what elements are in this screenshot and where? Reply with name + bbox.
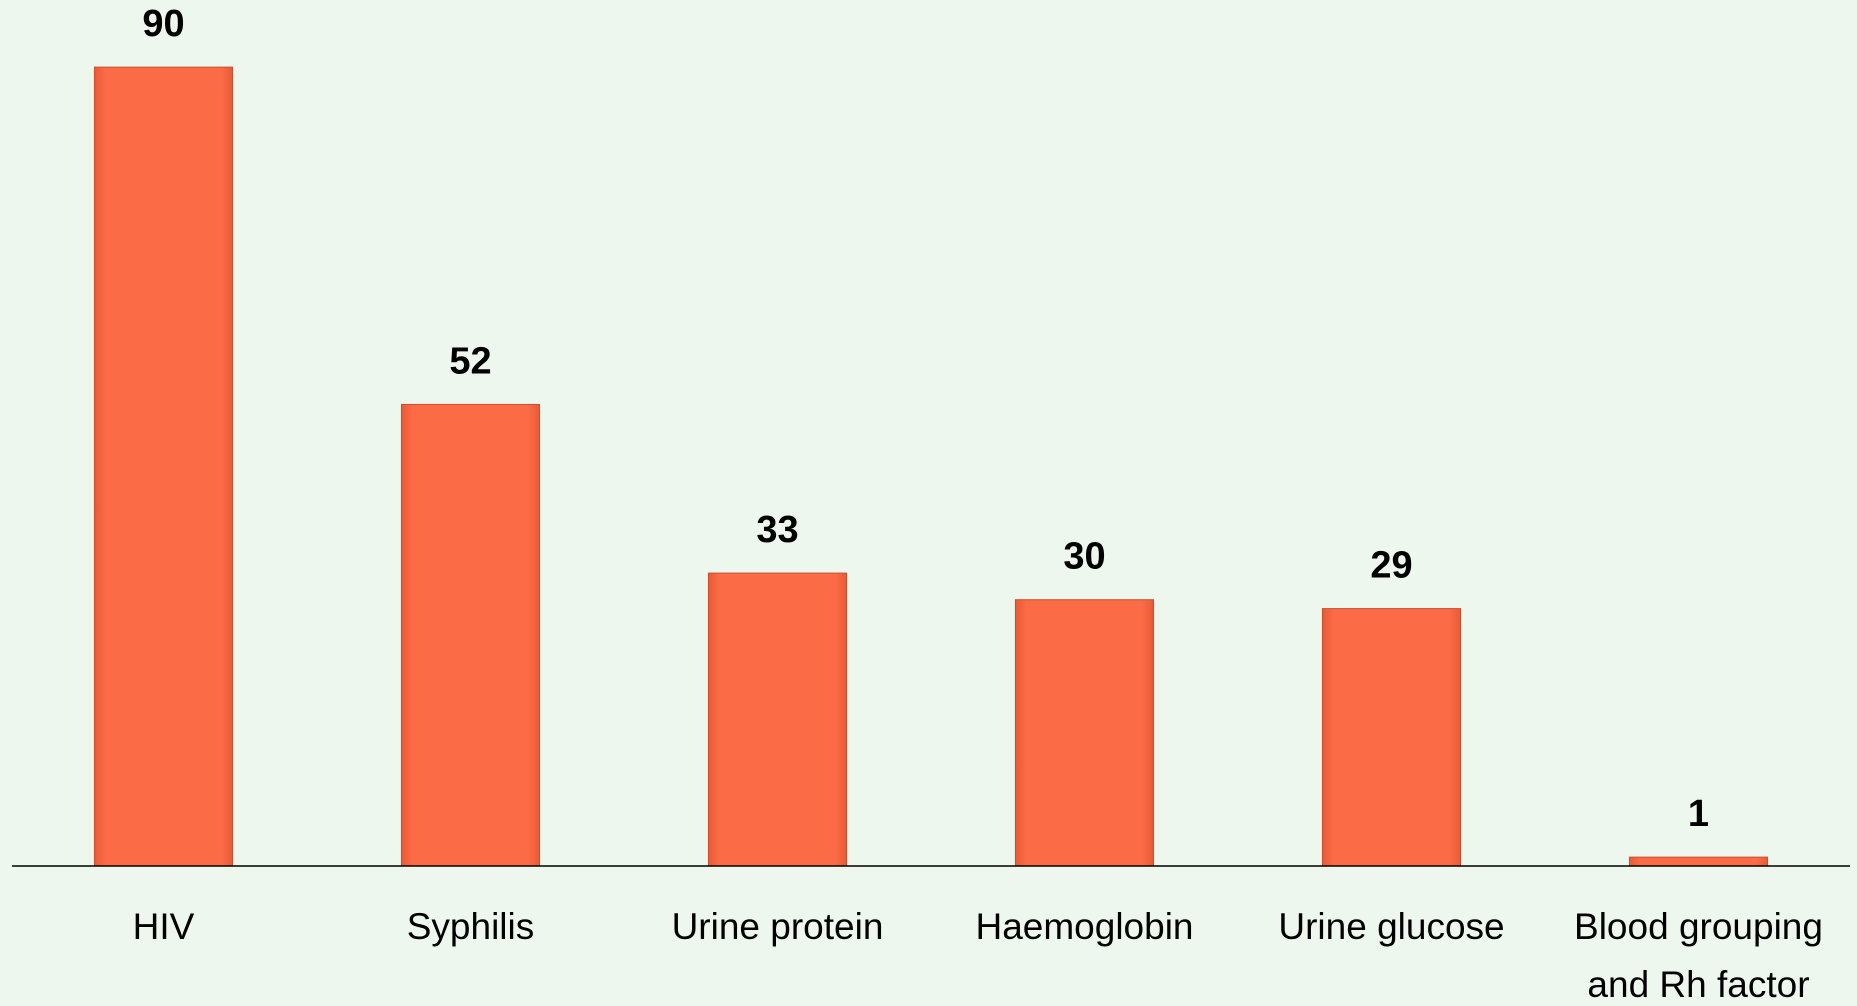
- x-tick-label: Haemoglobin: [975, 906, 1194, 947]
- x-tick-label: Blood grouping and Rh factor: [1574, 906, 1823, 1005]
- x-tick-label: Urine glucose: [1278, 906, 1505, 947]
- bar: [400, 403, 541, 867]
- x-tick-label: Urine protein: [671, 906, 884, 947]
- bar: [93, 66, 234, 867]
- data-label: 29: [1370, 545, 1412, 587]
- x-tick-label: Syphilis: [406, 906, 535, 947]
- bar: [707, 572, 848, 867]
- data-label: 90: [142, 3, 184, 45]
- data-label: 52: [449, 340, 491, 382]
- bar: [1014, 599, 1155, 867]
- data-label: 1: [1688, 793, 1709, 835]
- data-label: 30: [1063, 536, 1105, 578]
- data-label: 33: [756, 509, 798, 551]
- x-tick-label: HIV: [132, 906, 195, 947]
- bar: [1321, 608, 1462, 867]
- bar: [1628, 856, 1769, 867]
